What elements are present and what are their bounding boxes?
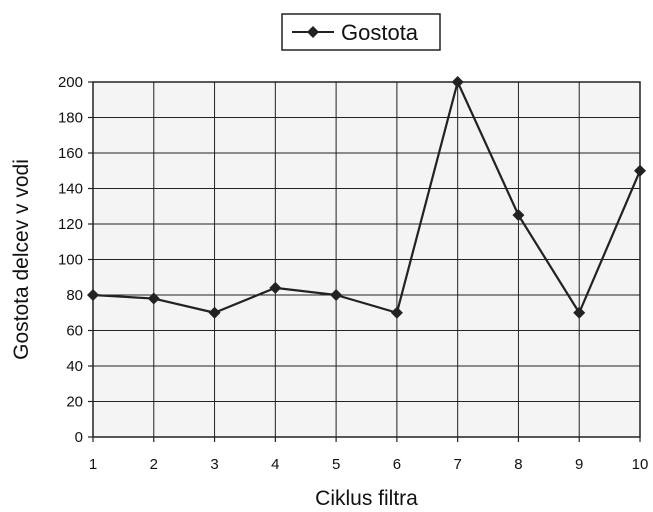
y-tick-label: 20 <box>66 394 83 411</box>
grid <box>93 82 640 437</box>
y-tick-label: 60 <box>66 323 83 340</box>
legend: Gostota <box>281 13 441 51</box>
x-tick-label: 8 <box>514 456 522 473</box>
x-tick-label: 7 <box>453 456 461 473</box>
x-tick-label: 2 <box>150 456 158 473</box>
x-axis-ticks: 1 2 3 4 5 6 7 8 9 10 <box>89 437 649 473</box>
data-point <box>147 292 160 305</box>
series-line <box>92 80 642 314</box>
data-point <box>390 306 403 319</box>
y-tick-label: 100 <box>58 252 83 269</box>
y-tick-label: 140 <box>58 181 83 198</box>
x-tick-label: 6 <box>393 456 401 473</box>
x-tick-label: 10 <box>632 456 649 473</box>
x-tick-label: 5 <box>332 456 340 473</box>
x-tick-label: 1 <box>89 456 97 473</box>
series-gostota <box>87 76 646 319</box>
y-axis-title: Gostota delcev v vodi <box>10 159 33 360</box>
y-axis-ticks: 0 20 40 60 80 100 120 140 160 180 200 <box>58 74 93 446</box>
legend-marker <box>307 26 319 38</box>
y-tick-label: 180 <box>58 110 83 127</box>
x-tick-label: 4 <box>271 456 279 473</box>
data-point <box>269 281 282 294</box>
data-point <box>634 164 646 177</box>
y-tick-label: 0 <box>75 429 83 446</box>
legend-label-gostota: Gostota <box>341 20 419 45</box>
data-point <box>208 306 221 319</box>
x-tick-label: 3 <box>210 456 218 473</box>
x-tick-label: 9 <box>575 456 583 473</box>
data-point <box>512 209 525 222</box>
data-point <box>573 306 586 319</box>
y-tick-label: 80 <box>66 287 83 304</box>
data-point <box>330 289 343 301</box>
y-tick-label: 40 <box>66 358 83 375</box>
y-tick-label: 200 <box>58 74 83 91</box>
x-axis-title: Ciklus filtra <box>315 487 418 510</box>
y-tick-label: 160 <box>58 145 83 162</box>
y-tick-label: 120 <box>58 216 83 233</box>
data-point <box>87 289 99 301</box>
data-point <box>451 76 464 88</box>
